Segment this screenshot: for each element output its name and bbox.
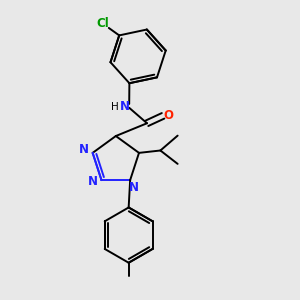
Text: Cl: Cl <box>97 17 109 30</box>
Text: N: N <box>79 143 89 156</box>
Text: N: N <box>88 175 98 188</box>
Text: N: N <box>120 100 130 113</box>
Text: H: H <box>111 102 119 112</box>
Text: N: N <box>129 181 139 194</box>
Text: O: O <box>164 109 173 122</box>
